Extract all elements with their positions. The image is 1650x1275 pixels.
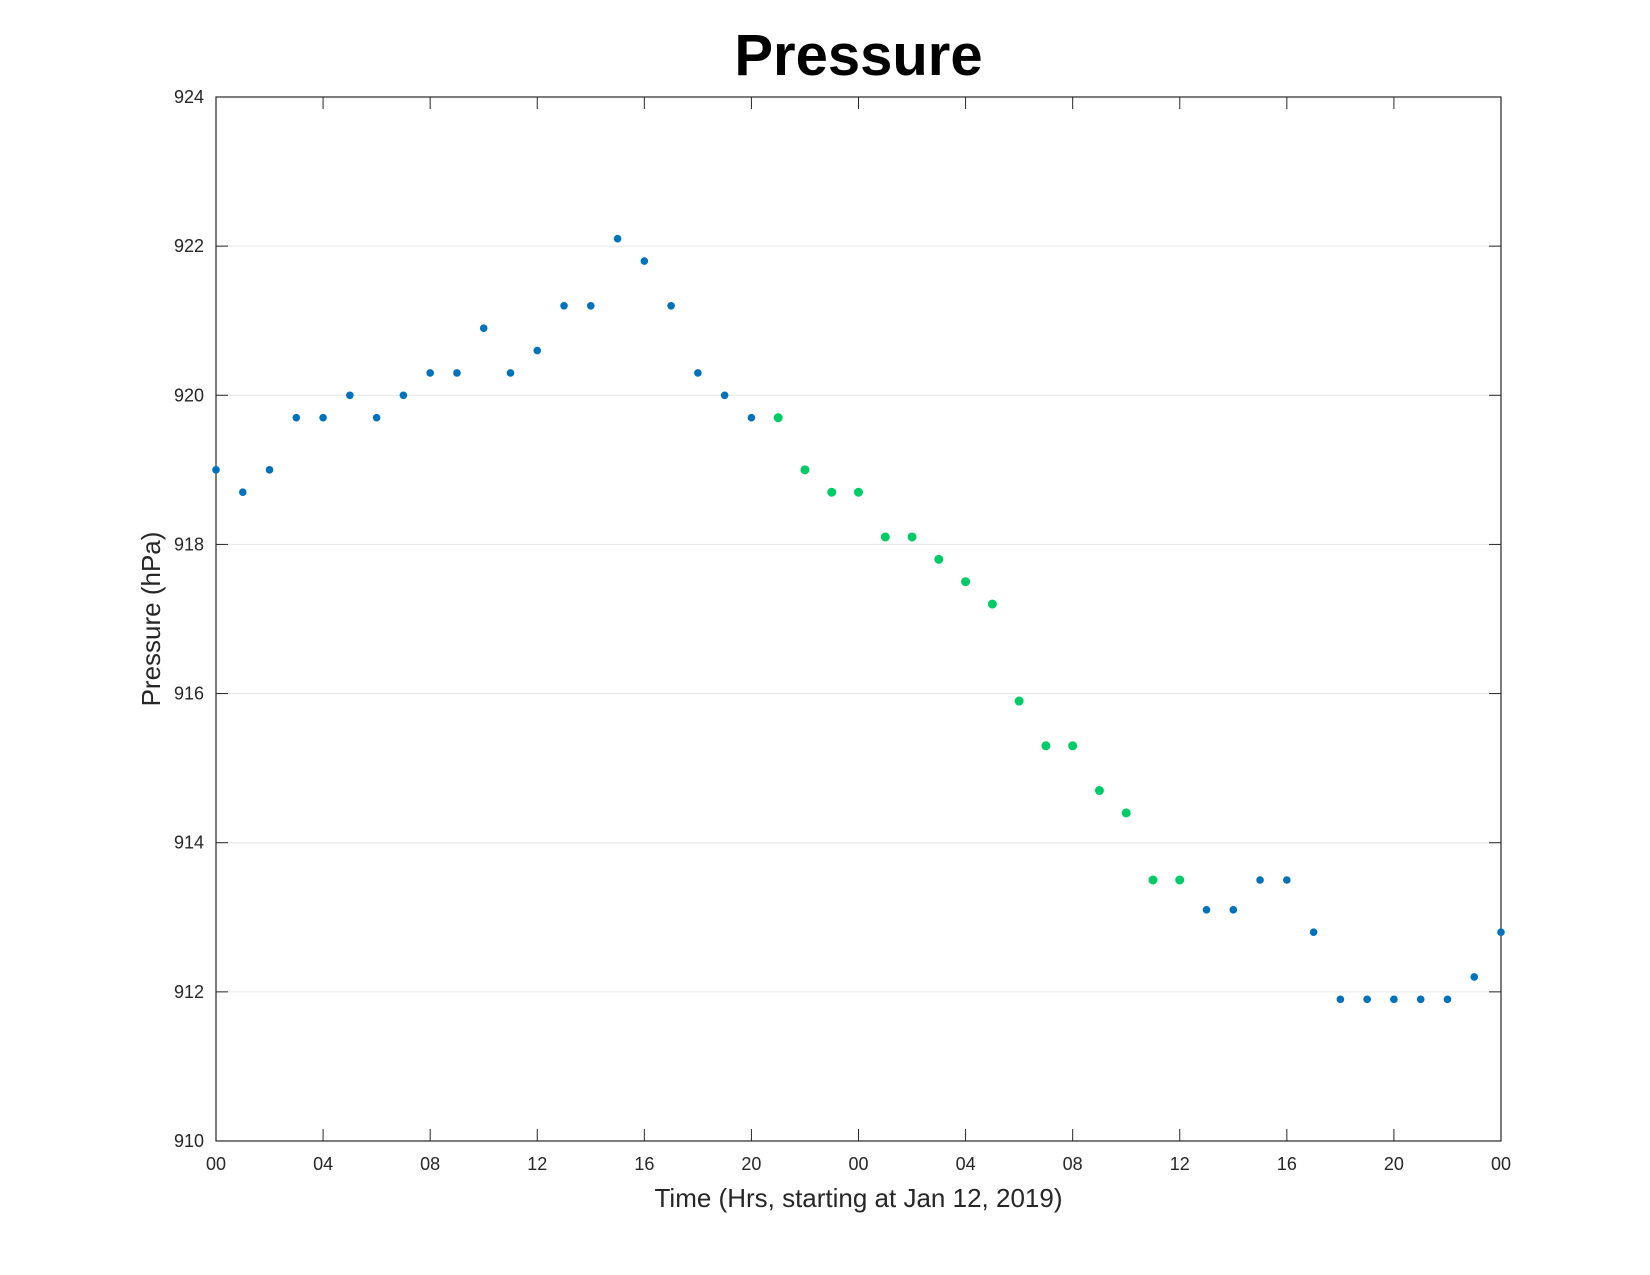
data-point-blue bbox=[399, 391, 408, 400]
x-tick-label: 08 bbox=[420, 1154, 440, 1174]
x-tick-label: 08 bbox=[1063, 1154, 1083, 1174]
x-tick-label: 00 bbox=[1491, 1154, 1511, 1174]
x-tick-label: 04 bbox=[956, 1154, 976, 1174]
data-point-blue bbox=[346, 391, 354, 400]
data-points bbox=[212, 234, 1505, 1004]
data-point-green bbox=[1041, 741, 1051, 751]
data-point-blue bbox=[1363, 995, 1371, 1004]
data-point-blue bbox=[506, 369, 515, 377]
x-tick-labels: 00 04 08 12 16 20 00 04 08 12 16 20 00 bbox=[206, 1154, 1511, 1174]
data-point-blue bbox=[265, 466, 274, 474]
data-point-blue bbox=[720, 391, 729, 400]
data-point-green bbox=[1094, 786, 1104, 796]
data-point-blue bbox=[292, 413, 301, 422]
data-point-green bbox=[987, 599, 997, 609]
data-point-blue bbox=[1497, 928, 1505, 936]
data-point-blue bbox=[238, 488, 247, 497]
data-point-green bbox=[1148, 875, 1158, 885]
y-tick-label: 920 bbox=[174, 385, 204, 405]
data-point-green bbox=[961, 577, 971, 587]
data-point-blue bbox=[212, 466, 220, 474]
y-tick-labels: 910 912 914 916 918 920 922 924 bbox=[174, 87, 204, 1151]
data-point-green bbox=[907, 532, 917, 542]
y-tick-label: 918 bbox=[174, 534, 204, 554]
data-point-green bbox=[1014, 696, 1024, 706]
y-tick-label: 916 bbox=[174, 684, 204, 704]
chart-title: Pressure bbox=[734, 23, 982, 88]
data-point-blue bbox=[586, 302, 595, 310]
data-point-blue bbox=[453, 369, 461, 377]
data-point-blue bbox=[1390, 995, 1398, 1004]
x-tick-label: 16 bbox=[634, 1154, 654, 1174]
data-point-green bbox=[800, 465, 810, 475]
x-tick-label: 16 bbox=[1277, 1154, 1297, 1174]
data-point-blue bbox=[694, 369, 702, 377]
x-axis-label: Time (Hrs, starting at Jan 12, 2019) bbox=[655, 1183, 1063, 1213]
data-point-green bbox=[1121, 808, 1131, 818]
data-point-green bbox=[773, 413, 783, 423]
data-point-blue bbox=[1202, 906, 1211, 914]
data-point-blue bbox=[613, 234, 622, 243]
data-point-blue bbox=[1256, 876, 1264, 884]
data-point-blue bbox=[640, 257, 649, 265]
data-point-blue bbox=[1336, 995, 1345, 1004]
data-point-blue bbox=[1416, 995, 1425, 1004]
y-tick-label: 924 bbox=[174, 87, 204, 107]
data-point-green bbox=[854, 487, 863, 497]
data-point-green bbox=[827, 487, 837, 497]
x-tick-label: 12 bbox=[1170, 1154, 1190, 1174]
data-point-blue bbox=[479, 324, 488, 332]
data-point-blue bbox=[1283, 876, 1291, 884]
data-point-blue bbox=[1470, 973, 1479, 981]
data-point-blue bbox=[426, 369, 434, 377]
y-tick-label: 912 bbox=[174, 982, 204, 1002]
x-tick-label: 04 bbox=[313, 1154, 333, 1174]
data-point-blue bbox=[1443, 995, 1452, 1004]
x-tick-label: 20 bbox=[741, 1154, 761, 1174]
data-point-green bbox=[1175, 875, 1185, 885]
plot-area-frame bbox=[215, 96, 1502, 1142]
data-point-blue bbox=[533, 346, 542, 355]
data-point-blue bbox=[667, 302, 675, 310]
y-tick-label: 914 bbox=[174, 833, 204, 853]
x-tick-label: 00 bbox=[206, 1154, 226, 1174]
data-point-green bbox=[1068, 741, 1078, 751]
x-tick-label: 20 bbox=[1384, 1154, 1404, 1174]
data-point-green bbox=[880, 532, 890, 542]
grid-lines bbox=[216, 245, 1501, 993]
y-tick-label: 922 bbox=[174, 236, 204, 256]
data-point-green bbox=[934, 554, 944, 564]
data-point-blue bbox=[372, 413, 381, 422]
data-point-blue bbox=[1229, 906, 1238, 914]
data-point-blue bbox=[319, 413, 327, 422]
x-tick-label: 12 bbox=[527, 1154, 547, 1174]
data-point-blue bbox=[747, 413, 756, 422]
x-tick-label: 00 bbox=[848, 1154, 868, 1174]
y-tick-label: 910 bbox=[174, 1131, 204, 1151]
y-axis-label: Pressure (hPa) bbox=[136, 532, 166, 707]
data-point-blue bbox=[560, 302, 568, 310]
data-point-blue bbox=[1309, 928, 1318, 936]
